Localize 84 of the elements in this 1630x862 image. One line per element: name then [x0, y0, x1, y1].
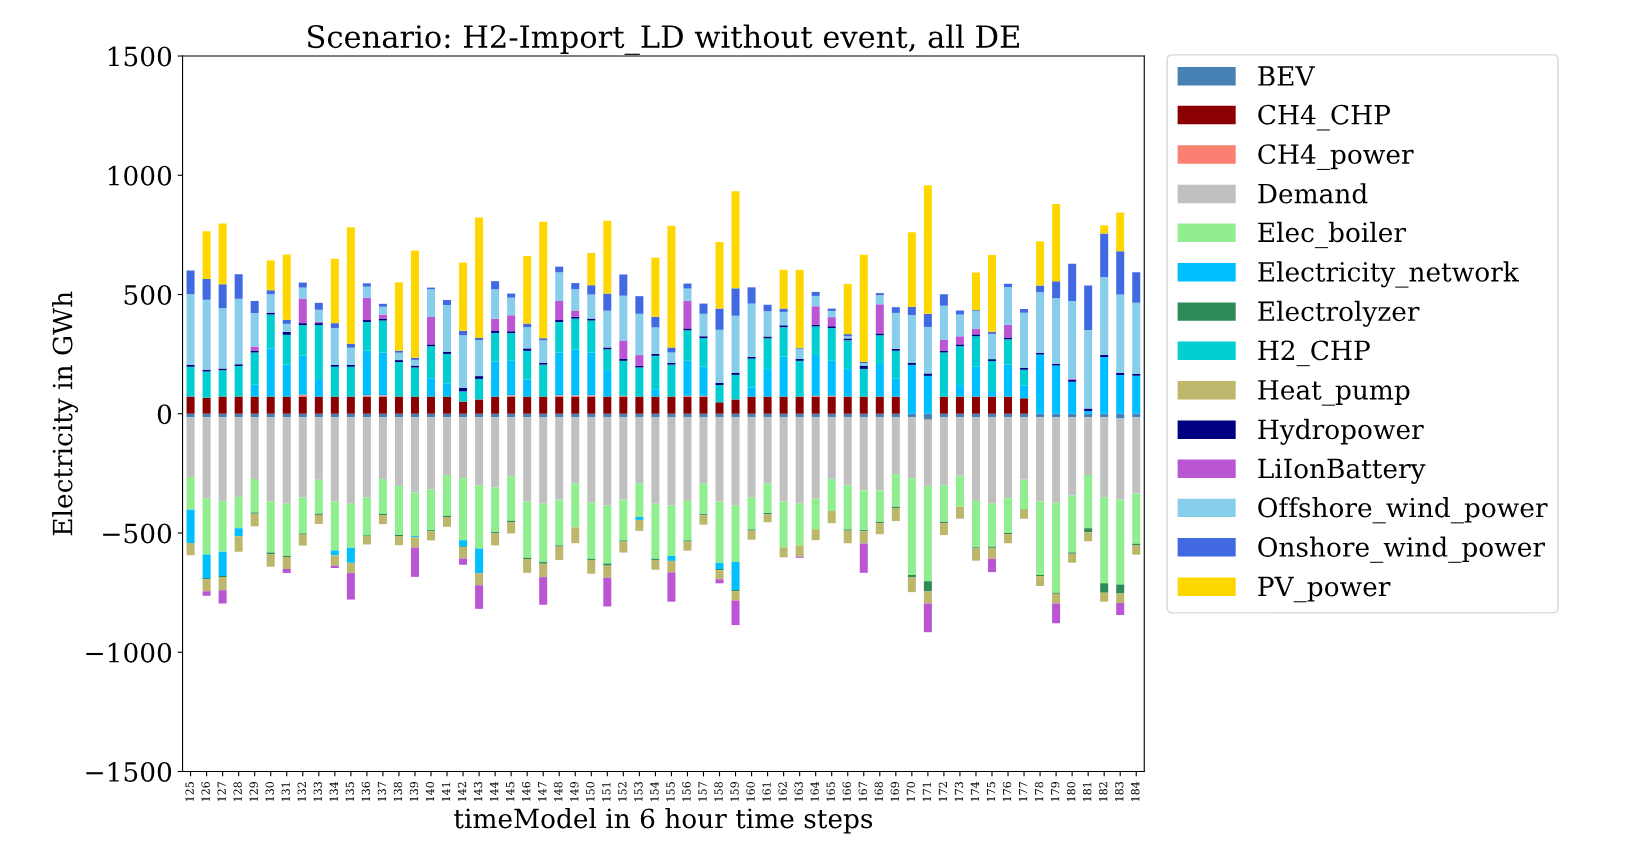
legend-label: Hydropower — [1258, 418, 1424, 445]
x-tick-label: 147 — [538, 782, 547, 802]
x-tick-label: 149 — [570, 781, 579, 802]
y-tick-label: 1000 — [108, 165, 172, 186]
x-tick-label: 179 — [1050, 781, 1060, 802]
y-axis-title: Electricity in GWh — [52, 291, 79, 536]
x-tick-label: 146 — [521, 781, 531, 802]
x-tick-label: 165 — [826, 782, 835, 802]
y-tick-label: −500 — [103, 523, 172, 544]
chart-title: Scenario: H2-Import_LD without event, all DE — [308, 24, 1019, 55]
x-tick-label: 148 — [554, 781, 563, 802]
legend-label: Demand — [1258, 183, 1368, 204]
x-tick-label: 127 — [217, 782, 226, 802]
legend-label: Elec_boiler — [1258, 221, 1406, 249]
x-tick-label: 184 — [1131, 781, 1140, 802]
x-tick-label: 163 — [794, 782, 803, 802]
x-tick-label: 173 — [954, 782, 964, 802]
legend-label: Electrolyzer — [1258, 300, 1420, 327]
x-tick-label: 144 — [489, 781, 499, 802]
x-tick-label: 183 — [1115, 782, 1124, 802]
x-tick-label: 175 — [986, 782, 996, 802]
x-tick-label: 170 — [906, 781, 916, 802]
x-tick-label: 136 — [361, 781, 371, 802]
x-tick-label: 166 — [842, 781, 851, 802]
x-tick-label: 145 — [505, 782, 515, 802]
x-tick-label: 172 — [938, 782, 947, 802]
x-tick-label: 135 — [345, 782, 355, 802]
legend-label: PV_power — [1258, 576, 1391, 603]
x-tick-label: 159 — [730, 781, 739, 802]
x-tick-label: 132 — [297, 782, 306, 802]
x-tick-label: 153 — [634, 782, 643, 802]
x-tick-label: 141 — [441, 782, 451, 802]
x-tick-label: 156 — [682, 781, 691, 802]
x-tick-label: 128 — [233, 781, 242, 802]
x-tick-label: 164 — [810, 781, 819, 802]
x-tick-label: 125 — [185, 782, 194, 802]
x-tick-label: 181 — [1082, 782, 1092, 802]
x-tick-label: 154 — [650, 781, 659, 802]
x-tick-label: 129 — [249, 781, 258, 802]
x-tick-label: 130 — [265, 781, 274, 802]
x-tick-label: 143 — [473, 782, 483, 802]
x-axis-title: timeModel in 6 hour time steps — [454, 807, 873, 834]
x-tick-label: 180 — [1066, 781, 1076, 802]
x-tick-label: 157 — [698, 782, 707, 802]
y-tick-label: −1500 — [86, 761, 172, 782]
legend-label: Offshore_wind_power — [1258, 497, 1548, 524]
x-tick-label: 134 — [329, 781, 339, 802]
x-tick-label: 167 — [858, 782, 867, 802]
x-tick-label: 161 — [762, 782, 771, 802]
y-tick-label: 500 — [124, 284, 172, 305]
x-tick-label: 171 — [922, 782, 931, 802]
x-tick-label: 150 — [586, 781, 595, 802]
legend-label: BEV — [1258, 66, 1315, 86]
legend-label: LiIonBattery — [1258, 458, 1426, 484]
x-tick-label: 162 — [778, 782, 787, 802]
y-tick-label: −1000 — [86, 642, 172, 663]
x-tick-label: 178 — [1034, 781, 1044, 802]
x-tick-label: 158 — [714, 781, 723, 802]
x-tick-label: 169 — [890, 781, 900, 802]
y-tick-label: 0 — [157, 404, 172, 425]
legend-label: Electricity_network — [1258, 261, 1519, 288]
y-tick-label: 1500 — [108, 46, 172, 67]
x-tick-label: 160 — [746, 781, 755, 802]
legend-label: CH4_power — [1258, 144, 1414, 170]
x-tick-label: 177 — [1018, 782, 1028, 802]
legend-label: Onshore_wind_power — [1258, 536, 1545, 563]
x-tick-label: 139 — [409, 781, 419, 802]
x-tick-label: 137 — [377, 782, 387, 802]
x-tick-label: 152 — [618, 782, 627, 802]
x-tick-label: 138 — [393, 781, 403, 802]
x-tick-label: 155 — [666, 782, 675, 802]
x-tick-label: 142 — [457, 782, 467, 802]
legend-label: H2_CHP — [1258, 340, 1370, 367]
x-tick-label: 176 — [1002, 781, 1012, 802]
legend-label: CH4_CHP — [1258, 104, 1390, 131]
x-tick-label: 131 — [281, 782, 290, 802]
x-tick-label: 133 — [313, 782, 323, 802]
x-tick-label: 140 — [425, 781, 435, 802]
x-tick-label: 151 — [602, 782, 611, 802]
x-tick-label: 174 — [970, 781, 980, 802]
x-tick-label: 182 — [1099, 782, 1108, 802]
legend-label: Heat_pump — [1258, 380, 1410, 406]
x-tick-label: 168 — [874, 781, 884, 802]
x-tick-label: 126 — [201, 781, 210, 802]
